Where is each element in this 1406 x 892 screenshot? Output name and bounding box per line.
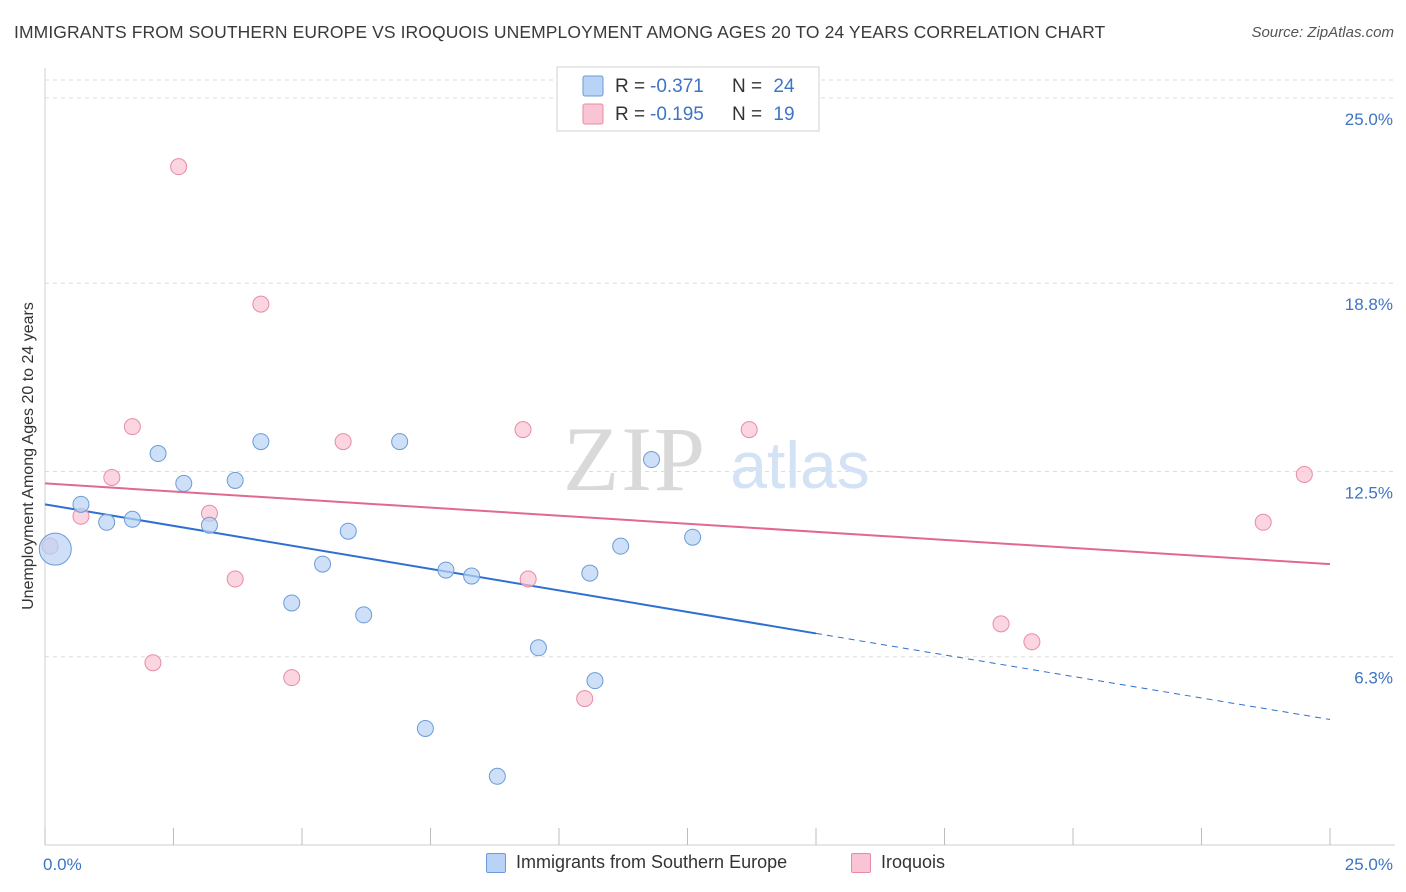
data-point-pink bbox=[123, 418, 141, 436]
data-point-blue bbox=[586, 672, 604, 690]
data-point-blue bbox=[581, 564, 599, 582]
stats-swatch-pink bbox=[582, 103, 604, 125]
stats-swatch-blue bbox=[582, 75, 604, 97]
y-tick-label: 12.5% bbox=[1345, 483, 1393, 502]
trend-line-extension-blue bbox=[815, 632, 1331, 720]
legend-swatch-pink bbox=[851, 852, 871, 873]
data-point-blue bbox=[416, 719, 434, 737]
source-credit: Source: ZipAtlas.com bbox=[1251, 24, 1394, 41]
y-tick-label: 6.3% bbox=[1354, 669, 1393, 688]
watermark: ZIP atlas bbox=[563, 408, 870, 510]
stats-n-value: 19 bbox=[773, 104, 794, 125]
data-point-pink bbox=[1295, 465, 1313, 483]
stats-n-value: 24 bbox=[773, 76, 795, 97]
y-axis-title: Unemployment Among Ages 20 to 24 years bbox=[20, 302, 37, 610]
data-point-pink bbox=[334, 433, 352, 451]
watermark-zip: ZIP bbox=[563, 408, 707, 510]
data-point-pink bbox=[576, 690, 594, 708]
legend-label-southern-europe: Immigrants from Southern Europe bbox=[516, 852, 788, 872]
data-point-blue bbox=[643, 451, 661, 469]
data-point-blue bbox=[123, 510, 141, 528]
data-point-pink bbox=[519, 570, 537, 588]
stats-legend: R = -0.371 N = 24 R = -0.195 N = 19 bbox=[556, 66, 820, 132]
data-point-blue bbox=[149, 445, 167, 463]
axes-layer bbox=[44, 68, 1395, 846]
trend-line-blue bbox=[44, 503, 817, 635]
legend-label-iroquois: Iroquois bbox=[881, 852, 946, 872]
stats-n-label: N = bbox=[732, 104, 762, 125]
data-point-pink bbox=[514, 421, 532, 439]
data-point-pink bbox=[226, 570, 244, 588]
tick-labels: 6.3% 12.5% 18.8% 25.0% 0.0% 25.0% bbox=[43, 110, 1393, 874]
legend-swatch-blue bbox=[486, 852, 506, 873]
x-tick-label: 25.0% bbox=[1345, 855, 1393, 874]
data-point-pink bbox=[1254, 513, 1272, 531]
data-point-blue bbox=[684, 528, 702, 546]
legend-item-iroquois[interactable]: Iroquois bbox=[851, 852, 945, 873]
data-point-blue bbox=[98, 513, 116, 531]
x-tick-label: 0.0% bbox=[43, 855, 82, 874]
grid-layer bbox=[45, 79, 1395, 658]
stats-r-label: R = bbox=[615, 76, 645, 97]
data-point-blue bbox=[612, 537, 630, 555]
stats-r-value: -0.195 bbox=[650, 104, 704, 125]
stats-n-label: N = bbox=[732, 76, 762, 97]
data-point-blue bbox=[283, 594, 301, 612]
data-points bbox=[38, 158, 1313, 785]
data-point-blue bbox=[391, 433, 409, 451]
trend-lines bbox=[44, 482, 1331, 720]
y-tick-label: 18.8% bbox=[1345, 295, 1393, 314]
series-legend: Immigrants from Southern Europe Iroquois bbox=[0, 852, 1406, 878]
data-point-blue bbox=[175, 474, 193, 492]
legend-item-southern-europe[interactable]: Immigrants from Southern Europe bbox=[486, 852, 787, 873]
data-point-blue bbox=[72, 495, 90, 513]
stats-r-label: R = bbox=[615, 104, 645, 125]
data-point-pink bbox=[740, 421, 758, 439]
data-point-pink bbox=[992, 615, 1010, 633]
y-tick-label: 25.0% bbox=[1345, 110, 1393, 129]
stats-r-value: -0.371 bbox=[650, 76, 704, 97]
data-point-blue bbox=[463, 567, 481, 585]
data-point-blue bbox=[314, 555, 332, 573]
data-point-pink bbox=[1023, 633, 1041, 651]
data-point-pink bbox=[170, 158, 188, 176]
data-point-blue bbox=[488, 767, 506, 785]
data-point-blue bbox=[200, 516, 218, 534]
data-point-pink bbox=[144, 654, 162, 672]
data-point-pink bbox=[252, 295, 270, 313]
data-point-pink bbox=[103, 468, 121, 486]
data-point-blue bbox=[252, 433, 270, 451]
data-point-blue bbox=[226, 471, 244, 489]
data-point-blue bbox=[437, 561, 455, 579]
watermark-atlas: atlas bbox=[730, 428, 869, 502]
data-point-blue bbox=[529, 639, 547, 657]
chart-title: IMMIGRANTS FROM SOUTHERN EUROPE VS IROQU… bbox=[14, 22, 1106, 42]
trend-line-pink bbox=[44, 482, 1331, 566]
data-point-blue bbox=[355, 606, 373, 624]
data-point-blue bbox=[38, 532, 72, 566]
data-point-blue bbox=[339, 522, 357, 540]
data-point-pink bbox=[283, 669, 301, 687]
